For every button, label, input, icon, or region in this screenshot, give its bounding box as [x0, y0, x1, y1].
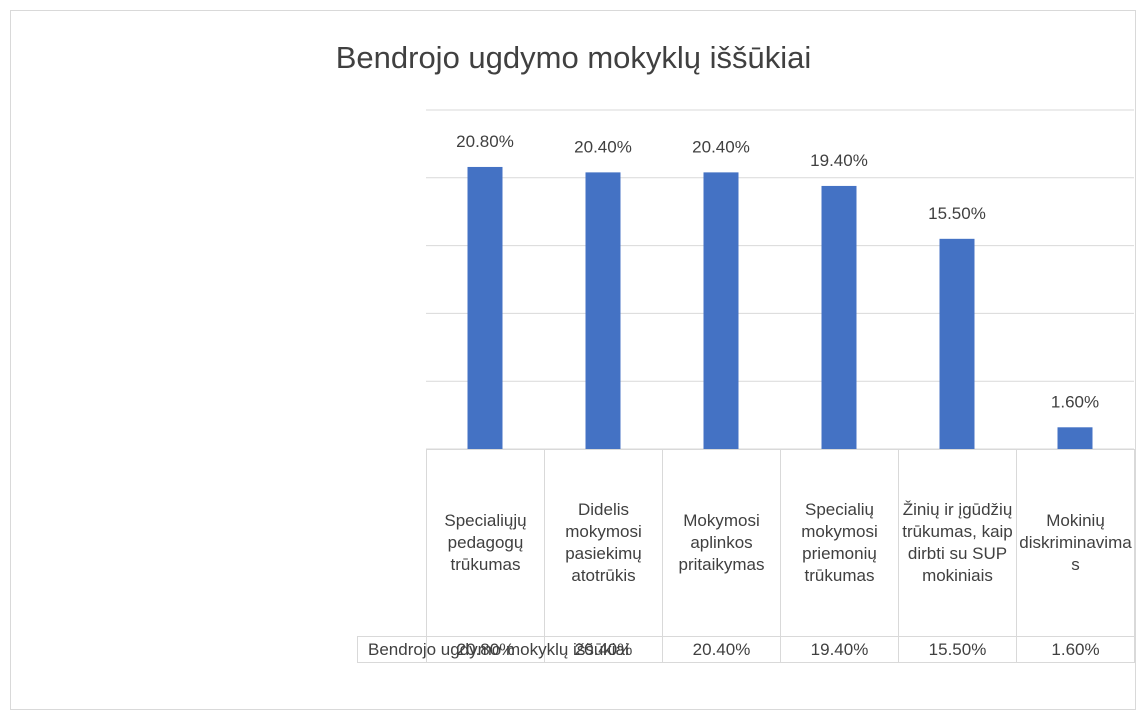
data-label: 19.40%: [810, 151, 868, 170]
bar: [1057, 427, 1093, 449]
legend-cell: Bendrojo ugdymo mokyklų iššūkiai: [357, 636, 629, 663]
data-label: 20.40%: [574, 137, 632, 156]
table-value: 15.50%: [898, 636, 1017, 663]
bar: [939, 238, 975, 449]
data-label: 1.60%: [1051, 392, 1099, 411]
bar: [821, 185, 857, 449]
legend-label: Bendrojo ugdymo mokyklų iššūkiai: [368, 639, 629, 659]
category-cell: Specialių mokymosi priemonių trūkumas: [780, 449, 899, 637]
table-value: 1.60%: [1016, 636, 1135, 663]
table-value: 19.40%: [780, 636, 899, 663]
chart-title: Bendrojo ugdymo mokyklų iššūkiai: [335, 40, 812, 75]
category-cell: Mokymosi aplinkos pritaikymas: [662, 449, 781, 637]
data-label: 20.80%: [456, 132, 514, 151]
category-cell: Didelis mokymosi pasiekimų atotrūkis: [544, 449, 663, 637]
data-label: 15.50%: [928, 204, 986, 223]
category-cell: Specialiųjų pedagogų trūkumas: [426, 449, 545, 637]
page: Bendrojo ugdymo mokyklų iššūkiai 20.80% 2…: [10, 10, 1136, 710]
bar: [703, 172, 739, 449]
table-value: 20.40%: [662, 636, 781, 663]
bar: [585, 172, 621, 449]
data-label: 20.40%: [692, 137, 750, 156]
category-cell: Žinių ir įgūdžių trūkumas, kaip dirbti s…: [898, 449, 1017, 637]
bar: [467, 166, 503, 449]
category-cell: Mokinių diskriminavimas: [1016, 449, 1135, 637]
